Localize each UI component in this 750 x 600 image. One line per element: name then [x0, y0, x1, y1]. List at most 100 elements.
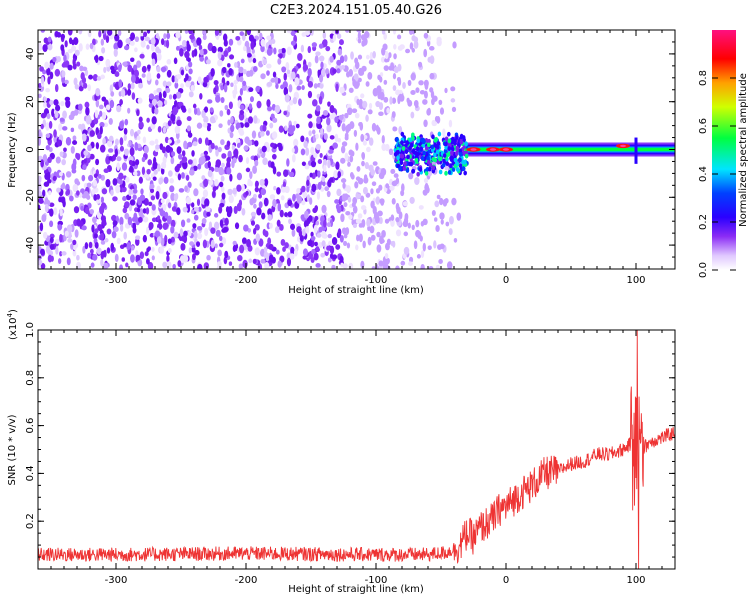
noise-cell [265, 130, 270, 136]
noise-cell [250, 41, 255, 50]
noise-cell [319, 83, 324, 89]
noise-cell [375, 214, 380, 224]
noise-cell [309, 172, 313, 178]
noise-cell [106, 228, 112, 235]
noise-cell [211, 45, 217, 54]
noise-cell [303, 220, 309, 228]
noise-cell [40, 76, 45, 84]
noise-cell [116, 237, 121, 245]
noise-cell [80, 123, 86, 130]
noise-cell [366, 146, 371, 153]
noise-cell [187, 230, 192, 237]
noise-cell [166, 59, 172, 65]
noise-cell [351, 108, 358, 114]
noise-cell [38, 183, 42, 191]
noise-cell [316, 116, 321, 125]
noise-cell [275, 249, 280, 255]
noise-cell [125, 176, 130, 183]
noise-cell [99, 110, 103, 117]
noise-cell [197, 263, 203, 269]
noise-cell [317, 69, 321, 75]
noise-cell [385, 183, 390, 189]
noise-cell [245, 157, 250, 165]
noise-cell [343, 233, 348, 239]
noise-cell [160, 198, 165, 204]
noise-cell [93, 232, 98, 239]
noise-cell [84, 242, 89, 250]
noise-cell [105, 58, 111, 68]
noise-cell [377, 74, 381, 81]
noise-cell [177, 173, 182, 181]
noise-cell [144, 36, 151, 42]
noise-cell [300, 44, 305, 53]
noise-cell [378, 111, 384, 116]
noise-cell [408, 256, 414, 263]
noise-cell [327, 257, 332, 263]
noise-cell [116, 105, 122, 113]
noise-cell [256, 100, 262, 109]
x-tick-label: -100 [365, 575, 388, 586]
noise-cell [209, 107, 214, 113]
noise-cell [320, 186, 325, 192]
noise-cell [114, 83, 119, 88]
noise-cell [123, 242, 127, 248]
noise-cell [214, 178, 219, 187]
noise-cell [313, 83, 318, 89]
noise-cell [98, 104, 104, 110]
noise-cell [174, 125, 181, 134]
noise-cell [350, 173, 355, 180]
noise-cell [415, 219, 420, 228]
noise-cell [38, 83, 42, 88]
noise-cell [60, 100, 65, 107]
noise-cell [307, 45, 312, 54]
noise-cell [341, 193, 347, 202]
noise-cell [243, 145, 249, 151]
signal-spike [634, 137, 638, 164]
noise-cell [117, 39, 123, 49]
noise-cell [124, 201, 130, 208]
noise-cell [72, 244, 77, 251]
noise-cell [121, 162, 128, 171]
signal-onset-cell [405, 140, 409, 145]
noise-cell [284, 93, 290, 103]
noise-cell [87, 30, 92, 38]
signal-onset-cell [437, 131, 442, 137]
noise-cell [390, 168, 396, 174]
noise-cell [340, 178, 347, 183]
noise-cell [381, 30, 386, 35]
noise-cell [156, 236, 162, 244]
noise-cell [187, 159, 193, 165]
noise-cell [181, 150, 186, 157]
noise-cell [228, 101, 233, 110]
noise-cell [261, 212, 266, 220]
noise-cell [308, 215, 313, 222]
noise-cell [199, 182, 204, 188]
signal-onset-cell [442, 158, 446, 164]
noise-cell [340, 157, 346, 164]
noise-cell [348, 214, 353, 220]
noise-cell [169, 185, 175, 193]
noise-cell [190, 84, 196, 92]
noise-cell [207, 169, 213, 178]
noise-cell [239, 76, 244, 83]
noise-cell [239, 244, 245, 254]
snr-multiplier-exp: 4 [6, 312, 14, 317]
noise-cell [218, 235, 223, 242]
noise-cell [367, 225, 371, 232]
noise-cell [101, 47, 106, 54]
noise-cell [238, 199, 243, 207]
noise-cell [92, 179, 98, 187]
noise-cell [160, 237, 165, 246]
noise-cell [267, 214, 272, 222]
signal-onset-cell [426, 155, 430, 161]
noise-cell [180, 69, 185, 76]
noise-cell [247, 116, 254, 124]
noise-cell [101, 111, 107, 120]
noise-cell [314, 55, 319, 64]
noise-cell [38, 132, 42, 138]
noise-cell [360, 195, 365, 203]
noise-cell [413, 240, 418, 250]
noise-cell [88, 74, 94, 80]
noise-cell [358, 223, 364, 228]
noise-cell [156, 73, 161, 79]
